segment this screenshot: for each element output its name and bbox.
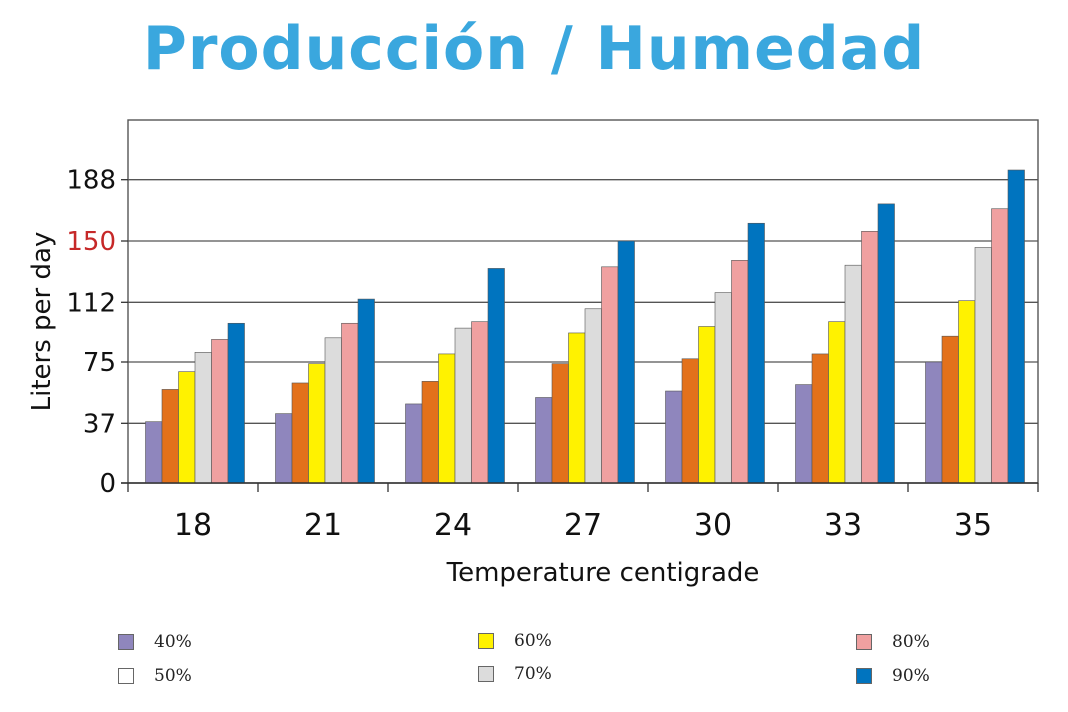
legend-label-50: 50% <box>154 666 192 686</box>
legend-swatch-70 <box>478 666 494 682</box>
bar-35-40pct <box>925 361 943 484</box>
bar-24-60pct <box>438 353 456 484</box>
bar-33-50pct <box>811 353 829 484</box>
bar-30-80pct <box>731 260 749 484</box>
bar-35-70pct <box>974 247 992 484</box>
bar-24-90pct <box>487 268 505 484</box>
bar-21-70pct <box>324 337 342 484</box>
bar-18-40pct <box>145 421 163 484</box>
chart-title: Producción / Humedad <box>142 14 926 84</box>
bar-24-40pct <box>405 403 423 484</box>
bar-35-50pct <box>941 335 959 484</box>
bar-30-70pct <box>714 292 732 484</box>
y-axis-title: Liters per day <box>27 232 57 412</box>
y-tick-label-188: 188 <box>66 166 116 196</box>
bar-33-70pct <box>844 264 862 484</box>
bar-18-80pct <box>211 339 229 484</box>
x-tick-label-24: 24 <box>434 508 472 543</box>
bar-27-50pct <box>551 363 569 484</box>
bar-27-40pct <box>535 397 553 484</box>
bar-27-80pct <box>601 266 619 484</box>
x-tick-label-18: 18 <box>174 508 212 543</box>
bar-24-50pct <box>421 381 439 484</box>
bar-24-70pct <box>454 327 472 484</box>
x-tick-label-35: 35 <box>954 508 992 543</box>
legend-item-80: 80% <box>856 632 930 652</box>
y-tick-label-112: 112 <box>66 288 116 318</box>
bar-18-60pct <box>178 371 196 484</box>
legend-item-50: 50% <box>118 666 192 686</box>
bar-35-60pct <box>958 300 976 484</box>
bar-30-50pct <box>681 358 699 484</box>
bar-33-80pct <box>861 231 879 484</box>
bars-layer <box>145 169 1025 484</box>
bar-21-40pct <box>275 413 293 484</box>
bar-18-90pct <box>227 322 245 484</box>
bar-21-80pct <box>341 322 359 484</box>
y-tick-label-75: 75 <box>83 348 116 378</box>
legend-label-60: 60% <box>514 631 552 651</box>
bar-21-60pct <box>308 363 326 484</box>
x-axis-title: Temperature centigrade <box>446 558 760 588</box>
legend-label-80: 80% <box>892 632 930 652</box>
y-tick-label-37: 37 <box>83 409 116 439</box>
legend-label-70: 70% <box>514 664 552 684</box>
bar-35-90pct <box>1007 169 1025 484</box>
x-tick-label-21: 21 <box>304 508 342 543</box>
legend-swatch-80 <box>856 634 872 650</box>
bar-27-90pct <box>617 240 635 484</box>
legend-item-40: 40% <box>118 632 192 652</box>
legend-swatch-40 <box>118 634 134 650</box>
bar-18-70pct <box>194 352 212 484</box>
axis-layer <box>121 179 1039 492</box>
bar-33-90pct <box>877 203 895 484</box>
x-tick-label-33: 33 <box>824 508 862 543</box>
bar-33-40pct <box>795 384 813 484</box>
legend-label-40: 40% <box>154 632 192 652</box>
bar-27-60pct <box>568 332 586 484</box>
x-tick-label-30: 30 <box>694 508 732 543</box>
bar-35-80pct <box>991 208 1009 484</box>
bar-30-90pct <box>747 222 765 484</box>
bar-27-70pct <box>584 308 602 484</box>
bar-24-80pct <box>471 321 489 484</box>
legend-label-90: 90% <box>892 666 930 686</box>
bar-30-60pct <box>698 326 716 484</box>
x-tick-label-27: 27 <box>564 508 602 543</box>
y-tick-label-0: 0 <box>99 469 116 499</box>
legend-item-70: 70% <box>478 664 552 684</box>
bar-21-90pct <box>357 298 375 484</box>
legend-swatch-90 <box>856 668 872 684</box>
y-tick-label-150: 150 <box>66 227 116 257</box>
bar-21-50pct <box>291 382 309 484</box>
legend-swatch-50 <box>118 668 134 684</box>
bar-18-50pct <box>161 389 179 484</box>
legend-item-60: 60% <box>478 631 552 651</box>
bar-33-60pct <box>828 321 846 484</box>
labels-layer: 0 37 75 112 150 188 18 21 24 27 30 33 35 Temperature … <box>27 166 992 588</box>
bar-30-40pct <box>665 390 683 484</box>
legend-swatch-60 <box>478 633 494 649</box>
legend-item-90: 90% <box>856 666 930 686</box>
